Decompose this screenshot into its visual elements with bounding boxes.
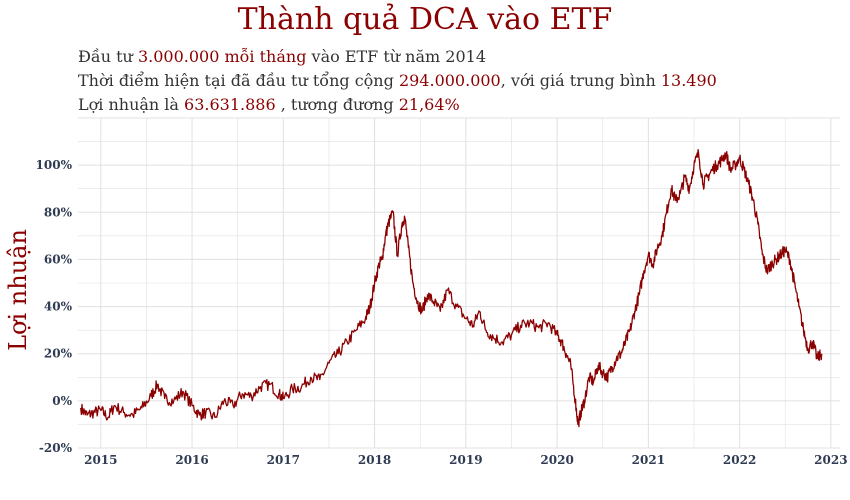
info-text: Đầu tư (78, 47, 138, 66)
monthly-amount-value: 3.000.000 mỗi tháng (137, 47, 307, 66)
grid-lines (78, 117, 840, 449)
x-tick-label: 2022 (723, 453, 756, 467)
x-tick-labels: 2015 2016 2017 2018 2019 2020 2021 2022 2023 (84, 453, 847, 467)
x-tick-label: 2023 (814, 453, 847, 467)
info-text: vào ETF từ năm 2014 (306, 47, 486, 66)
y-tick-label: 0% (52, 394, 72, 408)
profit-percent-value: 21,64% (398, 95, 460, 114)
info-line-profit: Lợi nhuận là 63.631.886 , tương đương 21… (78, 94, 460, 116)
info-line-total: Thời điểm hiện tại đã đầu tư tổng cộng 2… (78, 70, 717, 92)
y-tick-label: 100% (36, 158, 73, 172)
y-tick-label: 20% (44, 347, 73, 361)
total-invested-value: 294.000.000 (398, 71, 501, 90)
info-line-investment: Đầu tư 3.000.000 mỗi tháng vào ETF từ nă… (78, 46, 486, 68)
profit-amount-value: 63.631.886 (184, 95, 276, 114)
x-tick-label: 2016 (175, 453, 208, 467)
series-group (80, 149, 823, 428)
chart-title: Thành quả DCA vào ETF (237, 2, 613, 37)
y-tick-label: 80% (44, 205, 73, 219)
y-tick-labels: -20% 0% 20% 40% 60% 80% 100% (36, 158, 73, 455)
x-tick-label: 2019 (449, 453, 482, 467)
info-text: Thời điểm hiện tại đã đầu tư tổng cộng (78, 71, 399, 90)
average-price-value: 13.490 (660, 71, 717, 90)
y-tick-label: 40% (44, 300, 73, 314)
info-text: , với giá trung bình (500, 71, 661, 90)
x-tick-label: 2021 (632, 453, 665, 467)
x-tick-label: 2020 (540, 453, 573, 467)
y-tick-label: -20% (39, 441, 73, 455)
profit-series-line (80, 149, 823, 428)
x-tick-label: 2018 (358, 453, 391, 467)
info-text: , tương đương (275, 95, 399, 114)
info-text: Lợi nhuận là (78, 95, 185, 114)
x-tick-label: 2015 (84, 453, 117, 467)
y-tick-label: 60% (44, 252, 73, 266)
x-tick-label: 2017 (267, 453, 300, 467)
